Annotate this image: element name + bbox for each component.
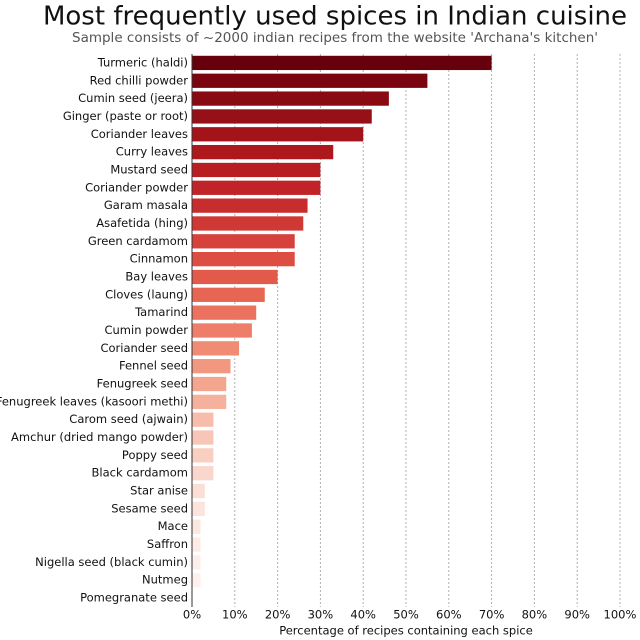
chart-title: Most frequently used spices in Indian cu… xyxy=(43,2,627,32)
y-tick-label: Star anise xyxy=(130,484,188,498)
x-tick-label: 40% xyxy=(350,608,376,622)
x-tick-label: 0% xyxy=(183,608,201,622)
bar xyxy=(192,162,321,178)
bar xyxy=(192,127,364,142)
bar xyxy=(192,483,205,499)
y-tick-label: Pomegranate seed xyxy=(80,591,188,605)
y-tick-label: Black cardamom xyxy=(92,466,188,480)
y-tick-label: Saffron xyxy=(147,537,188,551)
bar xyxy=(192,109,372,124)
bar xyxy=(192,305,257,320)
bar xyxy=(192,537,201,552)
bar xyxy=(192,394,227,409)
bar xyxy=(192,555,201,570)
y-tick-label: Cloves (laung) xyxy=(105,287,188,301)
y-tick-label: Coriander seed xyxy=(100,341,188,355)
bar xyxy=(192,376,227,392)
x-tick-label: 90% xyxy=(564,608,590,622)
x-tick-label: 50% xyxy=(393,608,419,622)
y-tick-label: Green cardamom xyxy=(88,234,188,248)
y-tick-label: Poppy seed xyxy=(122,448,188,462)
bar xyxy=(192,287,265,302)
bar xyxy=(192,519,201,534)
bar xyxy=(192,359,231,374)
y-tick-label: Cinnamon xyxy=(130,252,188,266)
y-tick-label: Carom seed (ajwain) xyxy=(69,412,188,426)
y-tick-label: Coriander leaves xyxy=(91,127,188,141)
bar xyxy=(192,323,252,338)
bar xyxy=(192,448,214,463)
y-tick-label: Cumin seed (jeera) xyxy=(78,91,188,105)
bar xyxy=(192,180,321,195)
x-tick-label: 20% xyxy=(265,608,291,622)
y-tick-label: Bay leaves xyxy=(125,269,188,283)
x-tick-label: 10% xyxy=(222,608,248,622)
y-tick-label: Mace xyxy=(158,519,188,533)
bar xyxy=(192,198,308,213)
bar xyxy=(192,252,295,267)
bar xyxy=(192,430,214,445)
x-tick-label: 60% xyxy=(436,608,462,622)
bar xyxy=(192,55,492,71)
bar xyxy=(192,412,214,427)
y-tick-label: Amchur (dried mango powder) xyxy=(11,430,188,444)
y-tick-label: Coriander powder xyxy=(85,180,188,194)
y-tick-label: Mustard seed xyxy=(110,162,188,176)
x-tick-label: 100% xyxy=(604,608,637,622)
y-tick-label: Turmeric (haldi) xyxy=(97,55,188,69)
bar xyxy=(192,91,389,106)
x-tick-label: 30% xyxy=(308,608,334,622)
bar xyxy=(192,144,334,160)
x-tick-label: 70% xyxy=(479,608,505,622)
bar xyxy=(192,269,278,285)
y-tick-label: Ginger (paste or root) xyxy=(63,109,188,123)
bar xyxy=(192,466,214,481)
y-tick-label: Garam masala xyxy=(104,198,188,212)
y-tick-label: Sesame seed xyxy=(111,501,188,515)
y-tick-label: Fennel seed xyxy=(119,359,188,373)
y-tick-label: Cumin powder xyxy=(104,323,188,337)
bar xyxy=(192,234,295,249)
y-tick-label: Asafetida (hing) xyxy=(96,216,188,230)
y-tick-label: Fenugreek seed xyxy=(97,377,188,391)
bar xyxy=(192,501,205,517)
y-tick-label: Fenugreek leaves (kasoori methi) xyxy=(0,394,188,408)
bar xyxy=(192,73,428,88)
chart-subtitle: Sample consists of ~2000 indian recipes … xyxy=(72,30,598,46)
y-tick-label: Red chilli powder xyxy=(90,73,189,87)
y-tick-label: Tamarind xyxy=(134,305,188,319)
bar xyxy=(192,573,201,588)
x-axis-label: Percentage of recipes containing each sp… xyxy=(279,624,533,638)
bar xyxy=(192,341,240,356)
y-tick-label: Curry leaves xyxy=(116,145,188,159)
bar xyxy=(192,216,304,231)
x-tick-label: 80% xyxy=(522,608,548,622)
y-tick-label: Nigella seed (black cumin) xyxy=(35,555,188,569)
y-tick-label: Nutmeg xyxy=(142,573,188,587)
